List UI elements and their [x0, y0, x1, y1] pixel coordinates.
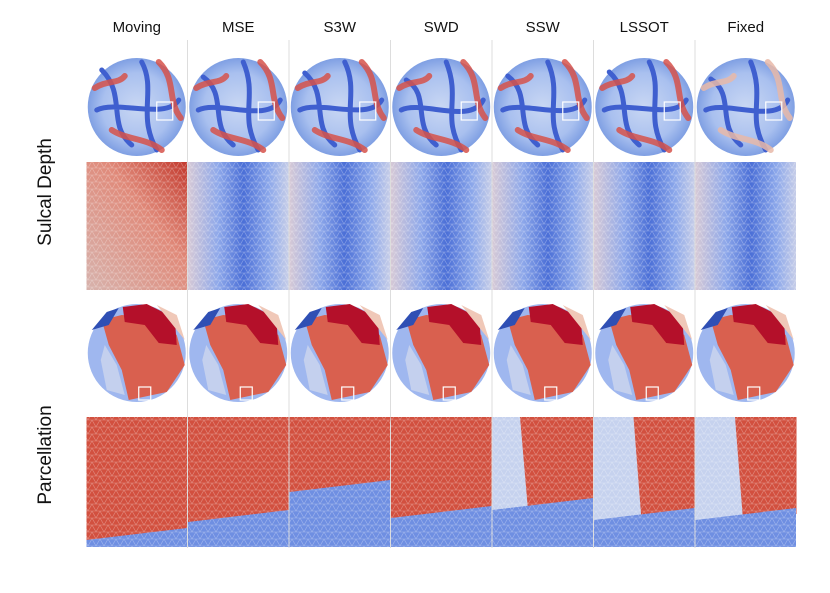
mesh	[86, 162, 187, 290]
zoom-box	[442, 386, 456, 401]
zoom-box	[562, 101, 580, 121]
region	[506, 345, 531, 395]
region	[294, 308, 322, 330]
region	[359, 305, 388, 340]
region	[202, 345, 227, 395]
region	[528, 304, 583, 345]
zoom-box	[156, 101, 174, 121]
ridge-pattern	[396, 59, 489, 153]
region	[224, 304, 279, 345]
zoom-box	[460, 101, 478, 121]
column-header: SWD	[424, 19, 459, 36]
region	[156, 305, 185, 340]
mesh	[594, 162, 695, 290]
zoom-box	[359, 101, 377, 121]
ridge-pattern	[497, 59, 590, 153]
ridge-pattern	[91, 59, 184, 153]
row-label: Sulcal Depth	[35, 138, 56, 246]
column-header: S3W	[323, 19, 356, 36]
region	[765, 305, 794, 340]
region	[258, 305, 287, 340]
region	[608, 345, 633, 395]
mesh	[188, 417, 289, 547]
column-header: SSW	[526, 19, 561, 36]
column-header: Moving	[113, 19, 161, 36]
region	[325, 304, 380, 345]
zoom-box	[257, 101, 275, 121]
mesh	[695, 162, 796, 290]
region	[91, 308, 119, 330]
zoom-box	[544, 386, 558, 401]
region	[122, 304, 177, 345]
region	[193, 308, 221, 330]
mesh	[594, 417, 695, 547]
zoom-box	[663, 101, 681, 121]
mesh	[391, 417, 492, 547]
region	[461, 305, 490, 340]
zoom-box	[747, 386, 761, 401]
row-label: Parcellation	[35, 405, 56, 504]
zoom-box	[765, 101, 783, 121]
zoom-box	[341, 386, 355, 401]
column-header: MSE	[222, 19, 255, 36]
region	[562, 305, 591, 340]
region	[405, 345, 430, 395]
mesh	[391, 162, 492, 290]
mesh	[289, 417, 390, 547]
region	[303, 345, 328, 395]
ridge-pattern	[599, 59, 692, 153]
mesh	[289, 162, 390, 290]
column-header: Fixed	[727, 19, 764, 36]
region	[497, 308, 525, 330]
column-header: LSSOT	[620, 19, 669, 36]
region	[731, 304, 786, 345]
mesh	[492, 417, 593, 547]
zoom-box	[645, 386, 659, 401]
region	[427, 304, 482, 345]
region	[599, 308, 627, 330]
zoom-box	[138, 386, 152, 401]
region	[630, 304, 685, 345]
region	[700, 308, 728, 330]
mesh	[492, 162, 593, 290]
region	[100, 345, 125, 395]
region	[396, 308, 424, 330]
region	[664, 305, 693, 340]
ridge-pattern	[193, 59, 286, 153]
mesh	[695, 417, 796, 547]
region	[709, 345, 734, 395]
ridge-pattern	[294, 59, 387, 153]
mesh	[86, 417, 187, 547]
ridge-pattern	[700, 59, 793, 153]
mesh	[188, 162, 289, 290]
zoom-box	[239, 386, 253, 401]
